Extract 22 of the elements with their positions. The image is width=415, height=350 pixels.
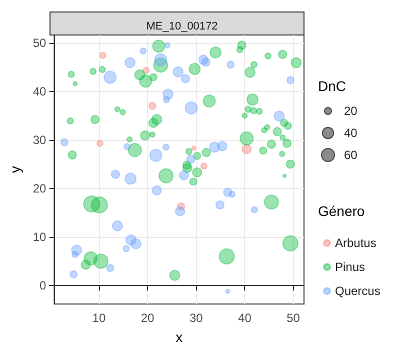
legend-title: Género xyxy=(318,203,365,219)
y-axis-title: y xyxy=(7,166,23,173)
legend-label: 40 xyxy=(344,126,358,140)
x-tick-label: 50 xyxy=(286,311,300,325)
x-tick-label: 40 xyxy=(238,311,252,325)
legend-label: Arbutus xyxy=(335,236,376,250)
y-tick-label: 50 xyxy=(32,36,47,50)
y-tick-label: 0 xyxy=(40,278,47,293)
chart-title: ME_10_00172 xyxy=(146,20,218,32)
legend-label: Pinus xyxy=(335,260,366,274)
y-tick-label: 30 xyxy=(32,132,47,147)
y-tick-label: 10 xyxy=(32,230,47,244)
y-tick-label: 20 xyxy=(32,181,47,196)
x-tick-label: 20 xyxy=(140,311,155,325)
y-tick-label: 40 xyxy=(32,84,47,98)
x-tick-label: 10 xyxy=(92,311,106,325)
legend-label: 20 xyxy=(344,104,358,118)
legend-label: 60 xyxy=(344,148,358,162)
x-axis-title: x xyxy=(176,329,183,345)
text: DnC xyxy=(318,78,348,94)
x-tick-label: 30 xyxy=(189,311,204,325)
legend-label: Quercus xyxy=(335,284,380,298)
